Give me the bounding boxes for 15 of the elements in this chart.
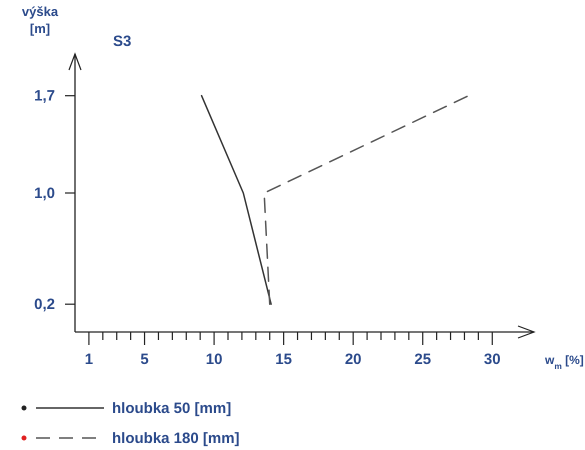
x-tick-label: 30 (484, 351, 501, 368)
y-tick-label: 0,2 (34, 296, 55, 314)
legend-label: hloubka 50 [mm] (112, 400, 232, 417)
y-tick-label: 1,7 (34, 88, 55, 105)
x-tick-label: 5 (140, 351, 149, 368)
x-tick-label: 15 (275, 351, 292, 368)
x-tick-label: 10 (206, 351, 222, 368)
x-tick-label: 1 (84, 351, 94, 368)
y-tick-label: 1,0 (34, 185, 55, 202)
legend-label: hloubka 180 [mm] (112, 430, 240, 447)
x-tick-label: 25 (414, 351, 432, 368)
x-tick-label: 20 (344, 351, 362, 368)
y-axis-title: výška [m] (22, 4, 59, 36)
chart-title: S3 (113, 33, 132, 50)
x-axis-title: w$_{m}$ [%] (544, 353, 584, 371)
